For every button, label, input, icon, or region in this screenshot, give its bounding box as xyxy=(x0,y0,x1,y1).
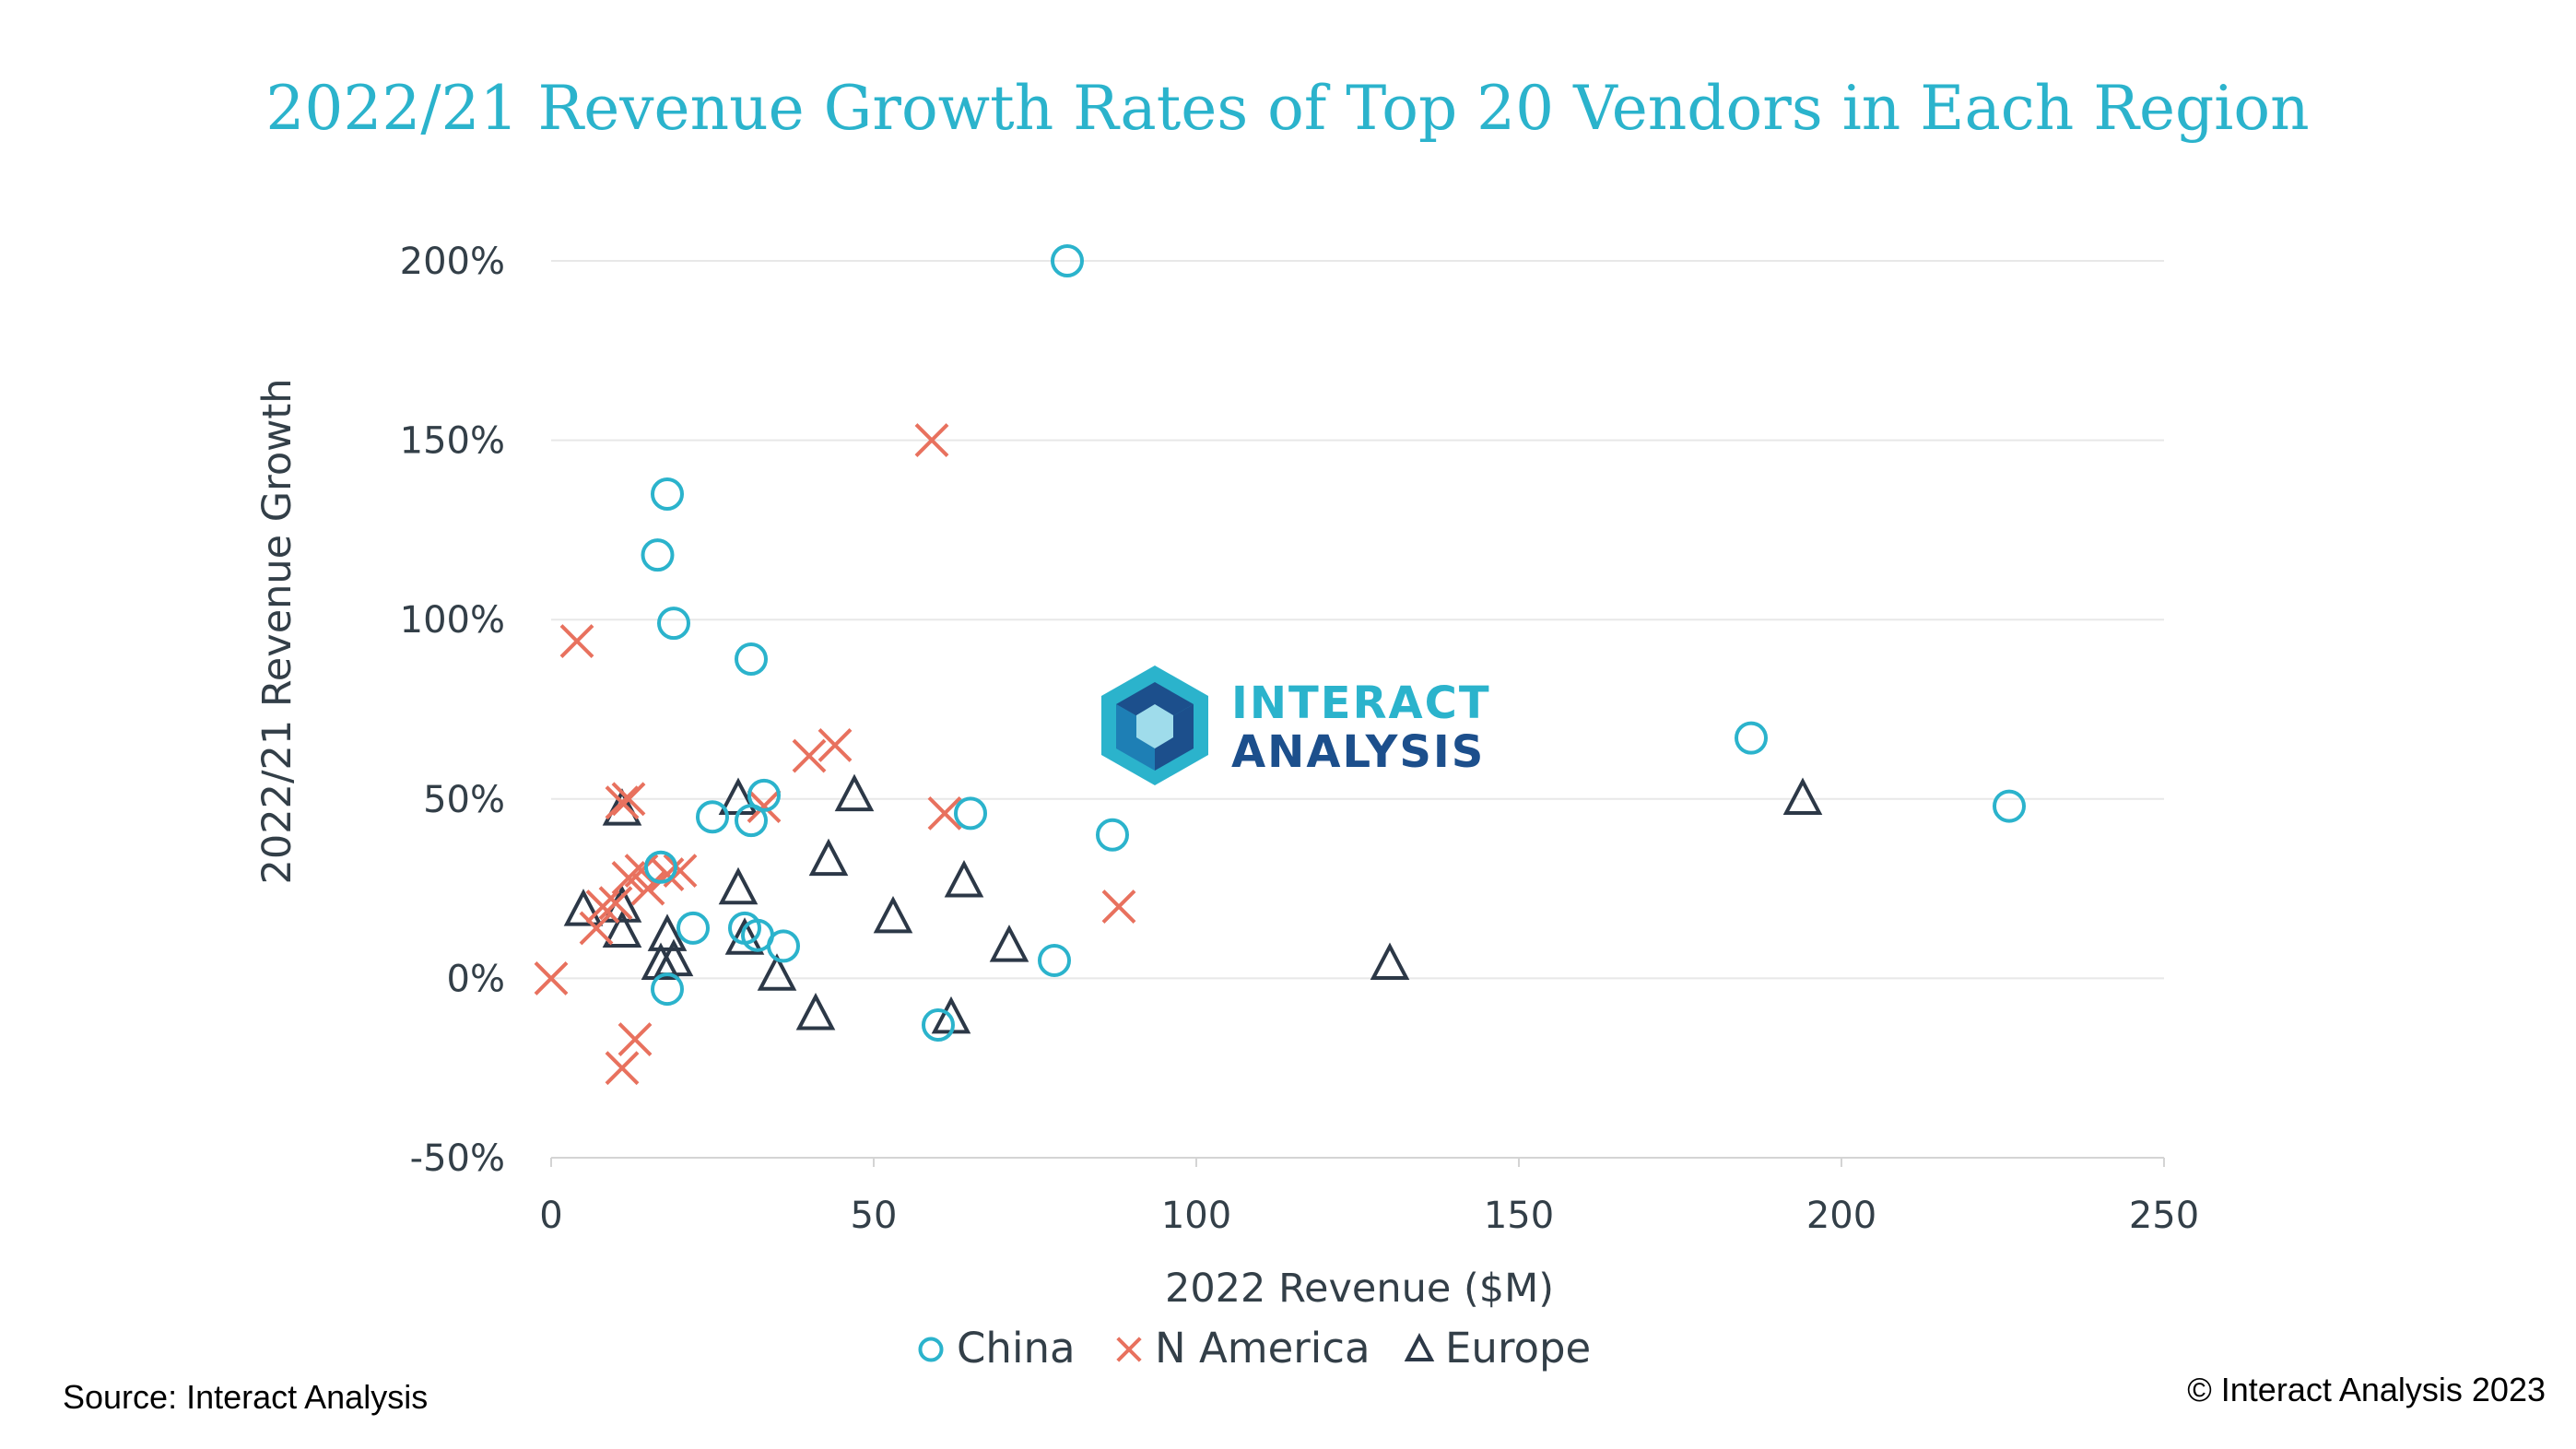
data-point-triangle xyxy=(873,895,913,934)
data-point-circle xyxy=(1993,789,2026,823)
data-point-triangle xyxy=(834,773,875,812)
data-point-x xyxy=(663,854,698,889)
data-point-triangle xyxy=(757,953,797,991)
data-point-x xyxy=(792,738,827,773)
data-point-circle xyxy=(657,607,690,641)
x-tick-label: 50 xyxy=(851,1195,898,1237)
data-point-circle xyxy=(651,972,684,1007)
x-tick-label: 100 xyxy=(1161,1195,1231,1237)
data-point-x xyxy=(611,782,646,817)
legend: China N America Europe xyxy=(918,1324,1591,1372)
y-tick-label: 200% xyxy=(400,241,505,283)
series-china xyxy=(641,244,2026,1042)
data-point-triangle xyxy=(989,925,1029,962)
data-point-circle xyxy=(735,642,768,677)
x-tick-label: 200 xyxy=(1806,1195,1876,1237)
data-point-x xyxy=(914,423,949,458)
data-point-triangle xyxy=(718,866,759,905)
data-point-triangle xyxy=(1782,777,1823,815)
y-tick-label: -50% xyxy=(410,1137,505,1180)
data-point-circle xyxy=(954,796,987,831)
data-point-x xyxy=(618,1022,653,1056)
data-point-circle xyxy=(922,1007,955,1042)
data-point-x xyxy=(1101,889,1136,924)
data-point-x xyxy=(747,789,782,823)
data-point-circle xyxy=(1038,943,1071,977)
data-point-triangle xyxy=(602,910,642,948)
logo-hexagon-icon xyxy=(1101,666,1208,785)
data-point-x xyxy=(817,728,853,762)
data-point-circle xyxy=(676,911,710,945)
data-point-circle xyxy=(651,477,684,511)
data-point-triangle xyxy=(808,838,849,877)
chart-title: 2022/21 Revenue Growth Rates of Top 20 V… xyxy=(265,73,2309,144)
data-point-x xyxy=(585,889,620,924)
data-point-circle xyxy=(735,804,768,838)
x-axis-title: 2022 Revenue ($M) xyxy=(1165,1266,1554,1312)
x-axis-ticks: 0 50 100 150 200 250 xyxy=(539,1157,2199,1237)
legend-item-china: China xyxy=(918,1324,1076,1372)
legend-label: N America xyxy=(1155,1324,1370,1372)
data-point-x xyxy=(605,785,640,820)
data-point-circle xyxy=(767,929,800,963)
data-point-triangle xyxy=(1370,942,1410,981)
data-point-x xyxy=(579,911,614,946)
legend-item-europe: Europe xyxy=(1404,1324,1591,1372)
y-axis-ticks: -50% 0% 50% 100% 150% 200% xyxy=(400,241,505,1180)
legend-label: China xyxy=(957,1324,1076,1372)
data-point-x xyxy=(624,854,659,889)
y-tick-label: 150% xyxy=(400,420,505,463)
legend-label: Europe xyxy=(1445,1324,1591,1372)
data-point-x xyxy=(630,871,665,906)
data-point-circle xyxy=(1735,721,1768,755)
data-point-x xyxy=(534,960,569,995)
legend-marker-x xyxy=(1116,1337,1142,1362)
data-point-triangle xyxy=(641,942,681,981)
data-point-triangle xyxy=(602,788,642,826)
data-point-circle xyxy=(1096,818,1129,852)
interact-analysis-logo: INTERACT ANALYSIS xyxy=(1101,666,1491,785)
logo-line-interact: INTERACT xyxy=(1231,677,1491,729)
data-point-x xyxy=(605,1051,640,1086)
data-point-triangle xyxy=(647,913,688,951)
legend-item-n-america: N America xyxy=(1116,1324,1370,1372)
legend-marker-triangle xyxy=(1404,1333,1435,1361)
x-tick-label: 250 xyxy=(2129,1195,2199,1237)
x-tick-label: 150 xyxy=(1484,1195,1554,1237)
y-tick-label: 50% xyxy=(423,779,505,821)
series-n-america xyxy=(534,423,1136,1086)
x-tick-label: 0 xyxy=(539,1195,562,1237)
logo-line-analysis: ANALYSIS xyxy=(1231,726,1485,778)
data-point-circle xyxy=(1051,244,1084,277)
y-tick-label: 0% xyxy=(447,958,505,1000)
y-tick-label: 100% xyxy=(400,599,505,642)
data-point-x xyxy=(598,886,633,921)
data-point-triangle xyxy=(563,889,604,926)
copyright-note: © Interact Analysis 2023 xyxy=(2187,1371,2546,1408)
y-axis-title: 2022/21 Revenue Growth xyxy=(254,379,300,885)
data-point-triangle xyxy=(944,860,984,898)
source-note: Source: Interact Analysis xyxy=(63,1378,428,1416)
data-point-triangle xyxy=(795,993,836,1031)
data-points xyxy=(534,244,2026,1086)
legend-marker-circle xyxy=(918,1337,944,1362)
data-point-triangle xyxy=(724,917,765,955)
data-point-x xyxy=(927,795,962,831)
data-point-circle xyxy=(696,800,729,834)
data-point-x xyxy=(559,624,594,658)
data-point-circle xyxy=(641,538,675,572)
data-point-circle xyxy=(644,850,677,884)
